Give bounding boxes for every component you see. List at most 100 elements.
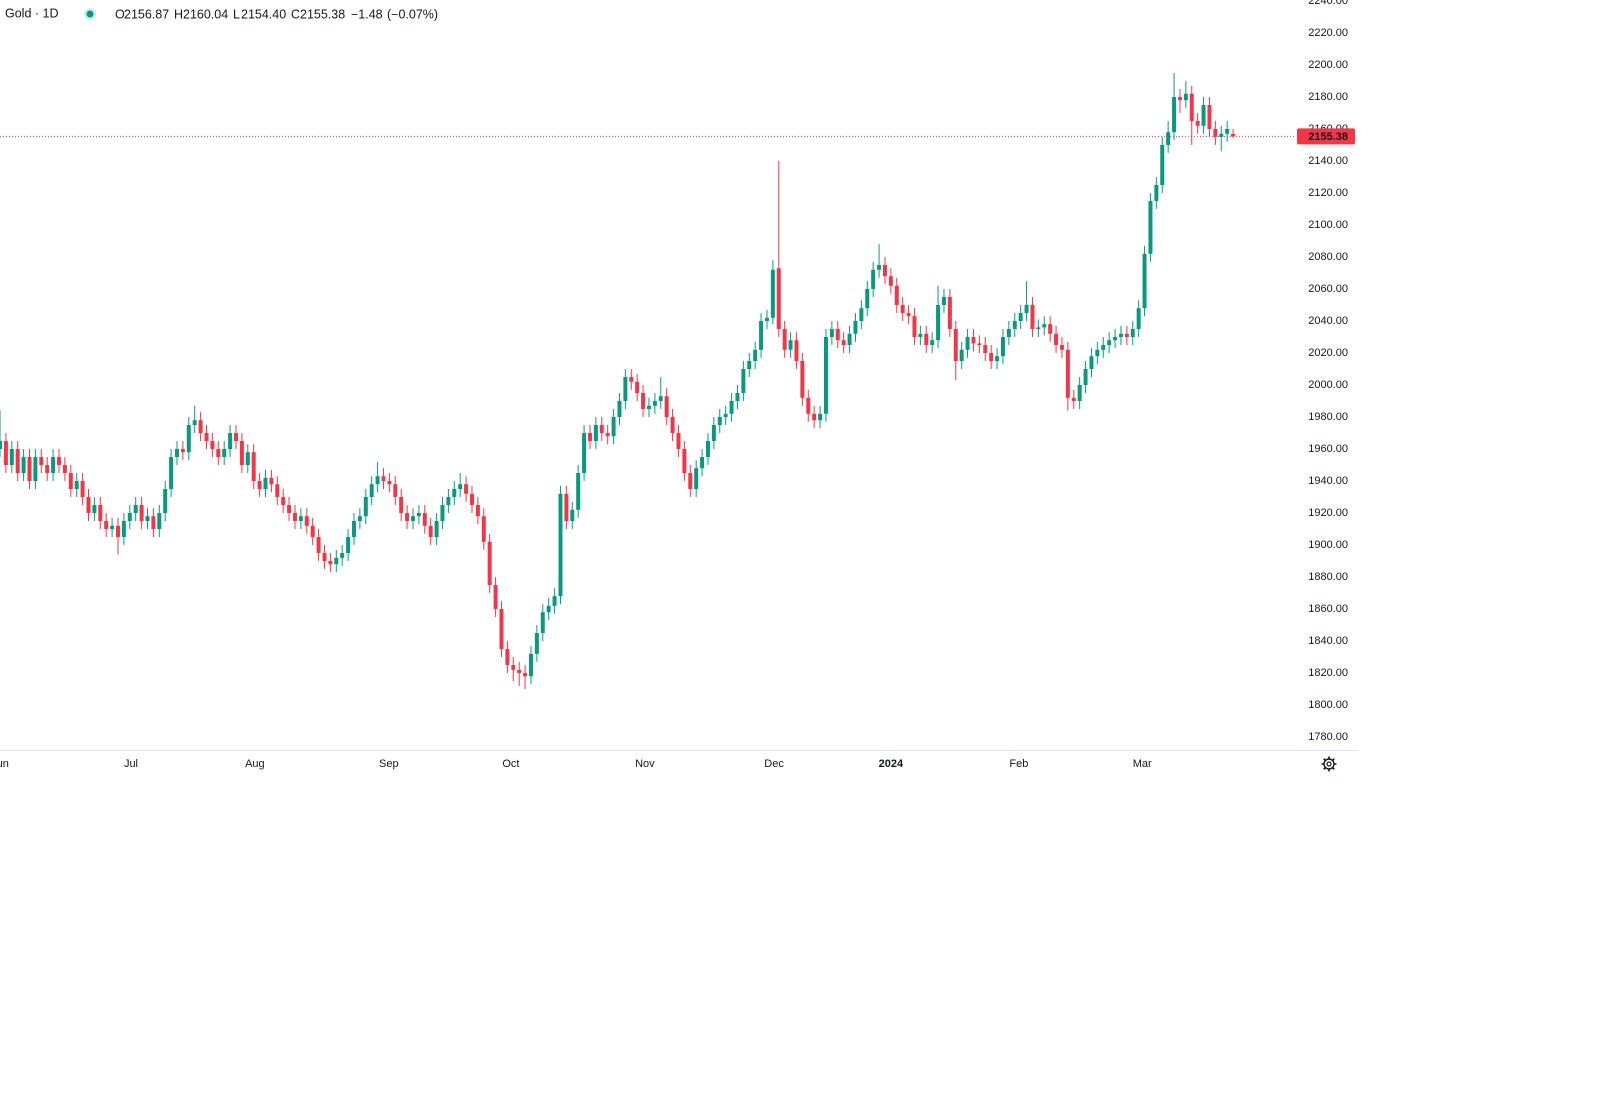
y-tick-label: 2100.00 <box>1308 219 1348 231</box>
y-tick-label: 2140.00 <box>1308 155 1348 167</box>
candle-body <box>735 393 740 402</box>
candle-body <box>1059 344 1064 350</box>
candle-body <box>228 433 233 450</box>
x-tick-label: Oct <box>502 758 519 770</box>
legend-key: O <box>115 7 125 21</box>
candle-body <box>818 413 823 421</box>
candle-body <box>369 484 374 498</box>
candle-body <box>1083 368 1088 386</box>
candle-body <box>245 452 250 466</box>
candle-body <box>582 433 587 474</box>
last-price-badge <box>1297 128 1355 145</box>
x-tick-label: Nov <box>635 758 655 770</box>
candle-body <box>1071 397 1076 402</box>
candle-body <box>45 465 50 474</box>
candle-body <box>753 349 758 361</box>
y-tick-label: 1880.00 <box>1308 571 1348 583</box>
candle-body <box>9 449 14 466</box>
legend-value: 2156.87 <box>124 7 169 21</box>
candle-body <box>145 516 150 522</box>
axes: 1780.00 1800.00 1820.00 1840.00 1860.00 1880.… <box>0 0 1355 770</box>
candle-body <box>1006 328 1011 337</box>
y-tick-label: 2000.00 <box>1308 379 1348 391</box>
candle-body <box>1012 320 1017 329</box>
candle-body <box>340 553 345 558</box>
candle-body <box>528 653 533 677</box>
y-tick-label: 1900.00 <box>1308 539 1348 551</box>
legend-change: −1.48 <box>351 7 383 21</box>
candle-body <box>1177 96 1182 101</box>
candle-body <box>835 328 840 341</box>
candle-body <box>422 513 427 526</box>
candle-body <box>21 457 26 474</box>
gear-hub <box>1326 761 1332 767</box>
candle-body <box>1189 93 1194 121</box>
candle-body <box>576 473 581 510</box>
candle-body <box>1195 120 1200 126</box>
candle-body <box>1201 104 1206 126</box>
candle-body <box>1042 324 1047 328</box>
candle-body <box>1113 336 1118 341</box>
candle-body <box>92 505 97 514</box>
candle-body <box>546 605 551 613</box>
y-tick-label: 2040.00 <box>1308 315 1348 327</box>
y-tick-label: 1960.00 <box>1308 443 1348 455</box>
candle-body <box>924 333 929 345</box>
candle-body <box>452 489 457 498</box>
last-price-label: 2155.38 <box>1308 131 1348 143</box>
candle-body <box>1107 340 1112 345</box>
candle-body <box>80 481 85 498</box>
candle-body <box>27 457 32 482</box>
symbol-title[interactable]: Gold · 1D <box>5 6 59 20</box>
candle-body <box>334 557 339 565</box>
candle-body <box>971 336 976 344</box>
candle-body <box>983 344 988 353</box>
candle-body <box>1154 184 1159 201</box>
candle-body <box>121 521 126 538</box>
y-tick-label: 2060.00 <box>1308 283 1348 295</box>
candle-body <box>670 417 675 434</box>
candle-body <box>298 516 303 522</box>
candle-body <box>499 609 504 650</box>
candle-body <box>157 513 162 530</box>
candle-body <box>233 433 238 442</box>
candle-body <box>1225 128 1230 134</box>
candle-body <box>723 413 728 418</box>
candle-body <box>947 296 952 329</box>
candle-body <box>1160 144 1165 185</box>
candle-body <box>381 476 386 482</box>
candle-body <box>74 481 79 490</box>
y-tick-label: 1800.00 <box>1308 699 1348 711</box>
candle-body <box>198 420 203 434</box>
candle-body <box>1118 333 1123 337</box>
candle-body <box>700 457 705 469</box>
candle-body <box>523 673 528 677</box>
candle-body <box>900 304 905 313</box>
candle-body <box>434 521 439 538</box>
candle-body <box>564 493 569 522</box>
candle-body <box>405 513 410 522</box>
candle-body <box>1124 333 1129 337</box>
gear-teeth <box>1321 756 1337 772</box>
candle-body <box>1024 304 1029 313</box>
settings-gear[interactable] <box>1321 756 1337 772</box>
candle-body <box>764 317 769 321</box>
candle-body <box>1136 308 1141 329</box>
y-tick-label: 2220.00 <box>1308 27 1348 39</box>
candle-body <box>617 401 622 418</box>
candle-body <box>33 457 38 482</box>
candle-body <box>263 477 268 490</box>
candle-body <box>86 497 91 514</box>
candle-body <box>629 377 634 382</box>
candle-body <box>357 516 362 522</box>
candle-body <box>641 393 646 410</box>
candle-body <box>635 381 640 394</box>
candle-body <box>104 521 109 530</box>
candle-body <box>98 505 103 522</box>
candle-body <box>882 264 887 277</box>
y-tick-label: 1840.00 <box>1308 635 1348 647</box>
candle-body <box>841 340 846 345</box>
candle-body <box>133 505 138 514</box>
candle-body <box>705 441 710 458</box>
